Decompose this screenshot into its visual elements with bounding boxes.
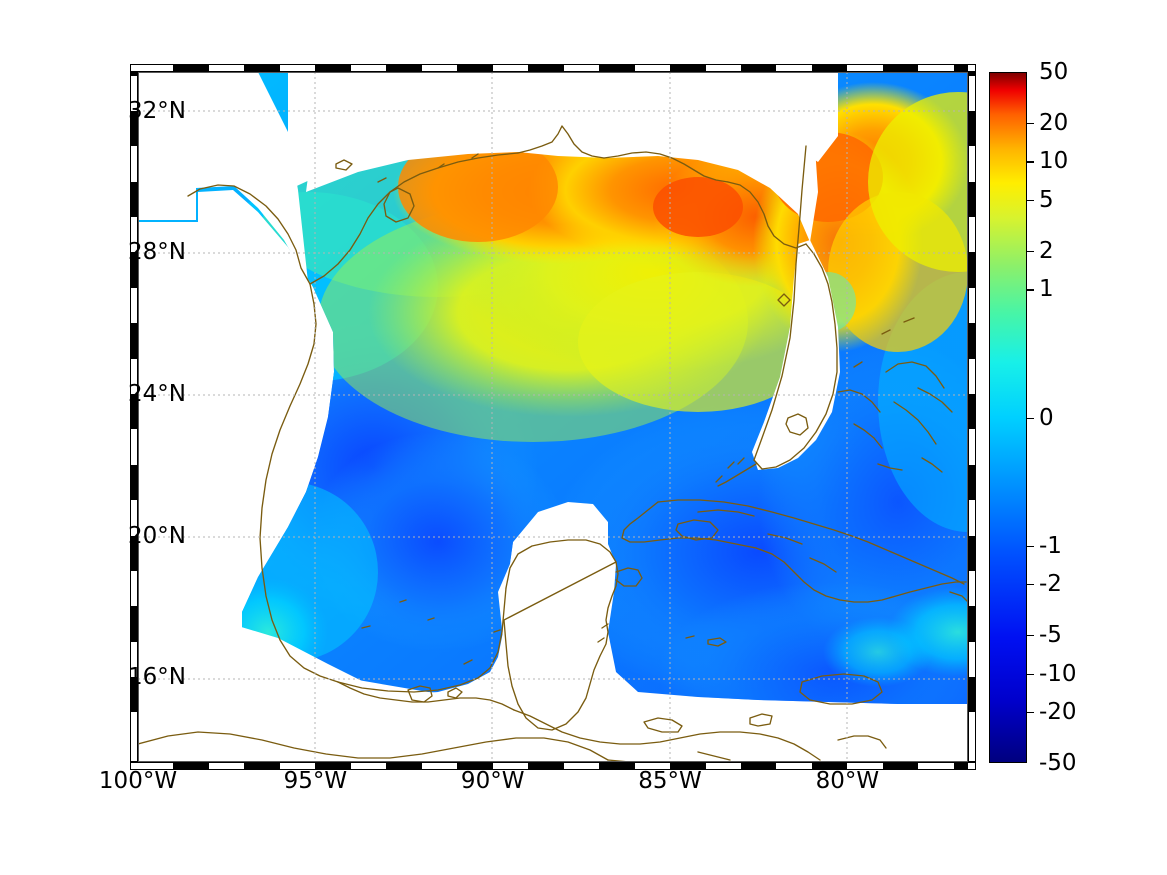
x-tick-label: 85°W <box>638 768 702 794</box>
colorbar-tick-label: -20 <box>1039 699 1077 726</box>
colorbar-tick-mark <box>1027 417 1034 419</box>
x-tick-label: 100°W <box>98 768 178 794</box>
frame-checker-segment <box>131 110 138 147</box>
frame-checker-segment <box>740 763 777 770</box>
colorbar-tick-mark <box>1027 634 1034 637</box>
frame-checker-segment <box>386 65 422 72</box>
frame-checker-segment <box>969 535 976 571</box>
frame-checker-segment <box>315 65 351 72</box>
colorbar-tick-label: 1 <box>1039 276 1054 303</box>
frame-checker-segment <box>131 535 138 571</box>
frame-checker-segment <box>811 763 848 770</box>
colorbar-tick-mark <box>1027 250 1034 253</box>
frame-checker-segment <box>882 763 919 770</box>
frame-checker-segment <box>969 606 976 642</box>
colorbar-tick-mark <box>1027 122 1034 125</box>
frame-checker-segment <box>953 65 968 72</box>
colorbar-tick-label: 50 <box>1039 59 1069 85</box>
frame-checker-segment <box>244 763 280 770</box>
land-mask <box>138 72 968 762</box>
frame-checker-segment <box>131 394 138 430</box>
x-tick-label: 90°W <box>460 768 525 794</box>
x-tick-label: 80°W <box>815 768 880 794</box>
frame-checker-segment <box>131 323 138 359</box>
frame-checker-segment <box>173 65 209 72</box>
y-tick-label: 20°N <box>128 522 186 549</box>
frame-checker-segment <box>131 252 138 288</box>
frame-checker-segment <box>969 677 976 713</box>
frame-checker-segment <box>811 65 848 72</box>
colorbar-gradient <box>989 72 1027 763</box>
frame-checker-segment <box>670 65 706 72</box>
colorbar-tick-label: -1 <box>1039 532 1062 559</box>
colorbar-tick-mark <box>1027 584 1034 586</box>
colorbar-tick-label: -5 <box>1039 621 1062 648</box>
frame-checker-segment <box>740 65 777 72</box>
frame-checker-segment <box>315 763 351 770</box>
frame-checker-segment <box>131 606 138 642</box>
frame-checker-segment <box>953 763 968 770</box>
colorbar-tick-mark <box>1027 289 1034 291</box>
frame-checker-segment <box>173 763 209 770</box>
frame-checker-segment <box>969 181 976 218</box>
colorbar[interactable]: 50 20 10 5 2 1 0 -1 -2 -5 -10 -20 -50 <box>989 59 1077 776</box>
map-data-clip <box>138 72 968 762</box>
x-tick-label: 95°W <box>283 768 348 794</box>
frame-checker-segment <box>599 763 635 770</box>
colorbar-tick-label: -2 <box>1039 571 1062 598</box>
frame-checker-segment <box>457 763 493 770</box>
colorbar-tick-mark <box>1027 161 1034 163</box>
frame-checker-segment <box>670 763 706 770</box>
colorbar-tick-label: 2 <box>1039 237 1054 264</box>
frame-checker-segment <box>882 65 919 72</box>
frame-checker-segment <box>131 181 138 218</box>
colorbar-tick-label: 10 <box>1039 148 1069 175</box>
colorbar-tick-label: -10 <box>1039 660 1077 687</box>
frame-checker-segment <box>131 464 138 501</box>
frame-checker-segment <box>457 65 493 72</box>
colorbar-tick-label: 20 <box>1039 109 1069 136</box>
frame-checker-segment <box>969 394 976 430</box>
frame-checker-segment <box>969 252 976 288</box>
colorbar-tick-label: 0 <box>1039 404 1054 431</box>
y-tick-label: 24°N <box>128 381 186 407</box>
frame-checker-segment <box>131 72 138 76</box>
colorbar-tick-mark <box>1027 712 1034 714</box>
colorbar-tick-label: -50 <box>1039 750 1077 776</box>
y-tick-label: 32°N <box>128 97 186 124</box>
frame-checker-segment <box>131 677 138 713</box>
coastline-layer <box>138 125 968 762</box>
frame-checker-segment <box>969 72 976 76</box>
colorbar-tick-mark <box>1027 673 1034 675</box>
frame-checker-segment <box>386 763 422 770</box>
map-axes[interactable] <box>138 72 968 762</box>
y-tick-label: 28°N <box>128 239 186 266</box>
colorbar-tick-label: 5 <box>1039 187 1054 213</box>
colorbar-tick-mark <box>1027 545 1034 547</box>
frame-checker-segment <box>969 464 976 501</box>
frame-checker-segment <box>969 323 976 359</box>
frame-checker-segment <box>969 110 976 147</box>
frame-checker-segment <box>244 65 280 72</box>
frame-checker-segment <box>599 65 635 72</box>
map-data-layer <box>138 72 968 762</box>
frame-checker-segment <box>528 763 564 770</box>
y-tick-label: 16°N <box>128 664 186 691</box>
frame-checker-segment <box>528 65 564 72</box>
colorbar-tick-mark <box>1027 200 1034 202</box>
